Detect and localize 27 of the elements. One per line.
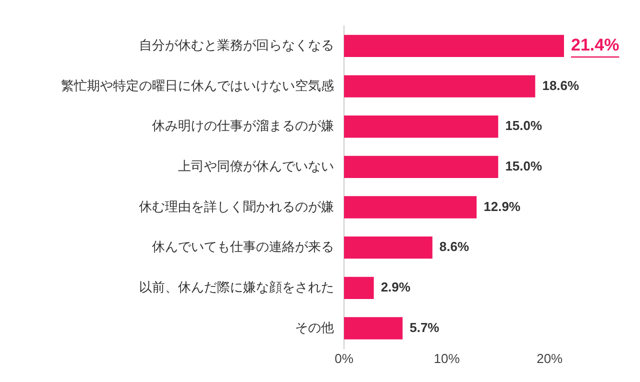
- bar: [344, 196, 477, 218]
- bar: [344, 75, 536, 98]
- data-label: 12.9%: [484, 198, 521, 214]
- data-label: 15.0%: [505, 158, 543, 174]
- data-label: 15.0%: [505, 118, 543, 134]
- x-tick-label: 20%: [536, 350, 564, 366]
- bar: [344, 276, 374, 299]
- data-label: 8.6%: [439, 239, 470, 254]
- y-tick-label: 休み明けの仕事が溜まるのが嫌: [152, 118, 334, 134]
- bar: [344, 156, 498, 178]
- y-tick-label: 以前、休んだ際に嫌な顔をされた: [139, 279, 334, 294]
- data-label: 2.9%: [380, 279, 411, 294]
- x-tick-label: 10%: [434, 350, 460, 366]
- data-label: 5.7%: [410, 320, 440, 335]
- y-tick-label: 休んでいても仕事の連絡が来る: [152, 239, 334, 254]
- x-tick-label: 0%: [334, 350, 354, 366]
- y-tick-label: 休む理由を詳しく聞かれるのが嫌: [139, 198, 334, 214]
- y-tick-label: 自分が休むと業務が回らなくなる: [139, 38, 334, 53]
- bar: [344, 116, 498, 138]
- data-label: 21.4%: [571, 36, 620, 55]
- data-label: 18.6%: [542, 78, 580, 93]
- y-tick-label: 繁忙期や特定の曜日に休んではいけない空気感: [61, 78, 334, 93]
- bar: [344, 317, 403, 340]
- bar: [344, 236, 432, 259]
- y-tick-label: その他: [295, 320, 334, 335]
- bar: [344, 34, 564, 58]
- y-tick-label: 上司や同僚が休んでいない: [178, 158, 334, 174]
